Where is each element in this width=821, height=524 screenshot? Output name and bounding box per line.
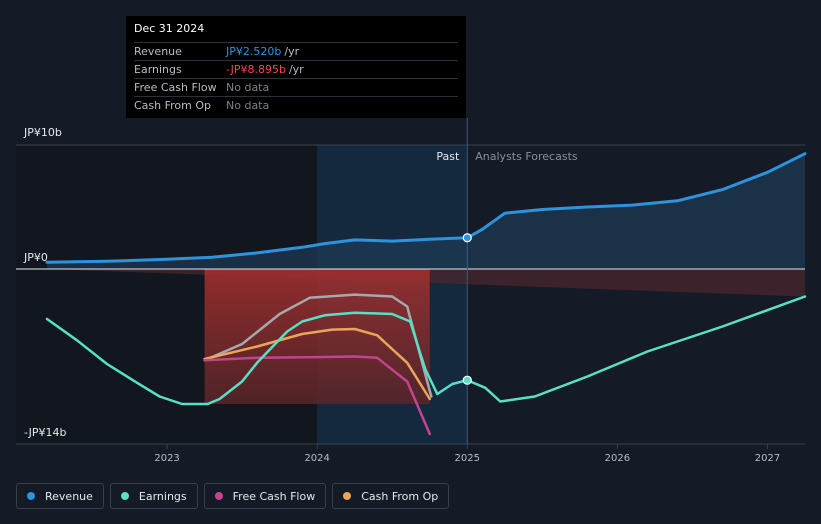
tooltip-row-cash-from-op: Cash From Op No data <box>134 97 458 114</box>
tooltip-label: Earnings <box>134 63 182 76</box>
legend-item-earnings[interactable]: Earnings <box>109 483 198 509</box>
tooltip-value: No data <box>226 99 270 112</box>
tooltip-row-revenue: Revenue JP¥2.520b /yr <box>134 43 458 61</box>
legend-label: Earnings <box>138 489 187 503</box>
x-tick-label: 2025 <box>455 453 480 464</box>
legend-label: Revenue <box>45 489 93 503</box>
x-tick-label: 2027 <box>755 453 780 464</box>
x-tick-label: 2023 <box>154 453 179 464</box>
tooltip-unit: /yr <box>284 45 300 58</box>
legend-dot-icon <box>214 492 223 500</box>
legend-label: Free Cash Flow <box>232 489 316 503</box>
tooltip-label: Revenue <box>134 45 182 58</box>
tooltip-row-earnings: Earnings -JP¥8.895b /yr <box>134 61 458 79</box>
tooltip-value: -JP¥8.895b <box>226 63 286 76</box>
legend-dot-icon <box>120 492 129 500</box>
y-tick-label: JP¥10b <box>23 126 62 139</box>
tooltip-label: Cash From Op <box>134 99 212 112</box>
past-label: Past <box>436 150 460 163</box>
tooltip-value: JP¥2.520b <box>226 45 282 58</box>
series-line-cash-from-op <box>203 327 432 401</box>
tooltip-value: No data <box>226 81 270 94</box>
revenue-area <box>47 153 805 269</box>
legend-dot-icon <box>27 492 35 500</box>
tooltip-date: Dec 31 2024 <box>134 22 458 43</box>
legend-dot-icon <box>343 492 352 500</box>
series-line-earnings <box>45 295 807 406</box>
tooltip-row-free-cash-flow: Free Cash Flow No data <box>134 79 458 97</box>
legend-item-cash-from-op[interactable]: Cash From Op <box>332 483 450 509</box>
y-tick-label: JP¥0 <box>23 251 48 264</box>
x-tick-label: 2026 <box>605 453 630 464</box>
legend-item-free-cash-flow[interactable]: Free Cash Flow <box>203 483 327 509</box>
series-line-free-cash-flow <box>203 355 432 436</box>
legend-item-revenue[interactable]: Revenue <box>16 483 104 509</box>
tooltip: Dec 31 2024 Revenue JP¥2.520b /yr Earnin… <box>126 16 466 118</box>
legend-label: Cash From Op <box>361 489 439 503</box>
x-tick-label: 2024 <box>304 453 329 464</box>
y-tick-label: -JP¥14b <box>24 426 66 439</box>
revenue-marker <box>462 233 472 243</box>
tooltip-label: Free Cash Flow <box>134 81 217 94</box>
tooltip-unit: /yr <box>288 63 304 76</box>
forecast-label: Analysts Forecasts <box>475 150 578 163</box>
legend: Revenue Earnings Free Cash Flow Cash Fro… <box>16 483 450 511</box>
series-line-revenue <box>45 152 807 264</box>
earnings-marker <box>462 375 472 385</box>
